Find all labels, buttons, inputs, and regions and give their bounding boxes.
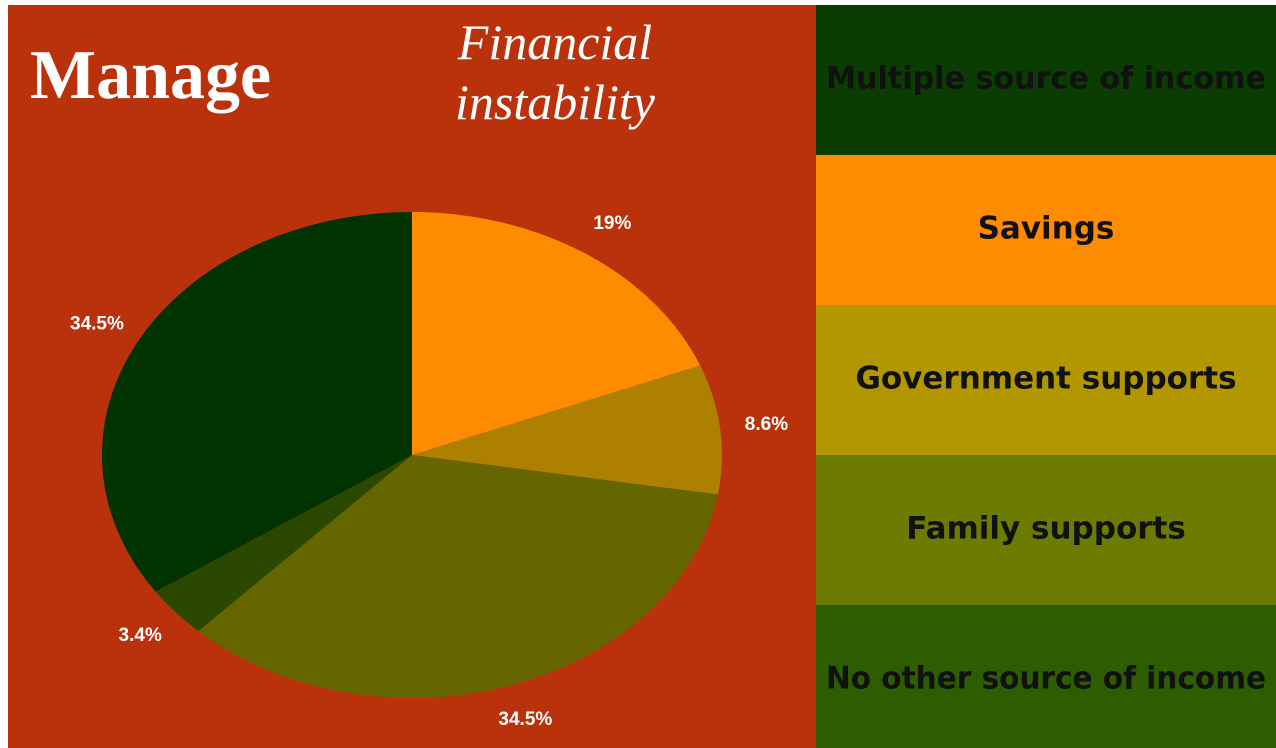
chart-subtitle: Financial instability	[455, 14, 655, 130]
data-label: 34.5%	[70, 313, 124, 334]
pie-slice	[102, 212, 412, 592]
pie-slice	[155, 455, 412, 632]
data-label: 8.6%	[745, 414, 788, 435]
legend-label: No other source of income	[826, 661, 1266, 697]
legend-panel	[816, 455, 1276, 605]
legend-panel	[816, 305, 1276, 455]
data-label: 34.5%	[498, 709, 552, 730]
pie-slice	[412, 365, 722, 495]
legend-label: Savings	[978, 211, 1115, 247]
legend-panel	[816, 605, 1276, 748]
legend-label: Multiple source of income	[826, 61, 1266, 97]
legend-label: Family supports	[906, 511, 1186, 547]
pie-slice	[412, 212, 701, 455]
legend-panel	[816, 5, 1276, 155]
pie-slice	[198, 455, 718, 698]
legend-panel	[816, 155, 1276, 305]
data-label: 19%	[593, 213, 631, 234]
legend-label: Government supports	[855, 361, 1236, 397]
subtitle-box: Financial instability	[455, 14, 655, 130]
data-label: 3.4%	[119, 625, 162, 646]
chart-title: Manage	[30, 37, 271, 114]
